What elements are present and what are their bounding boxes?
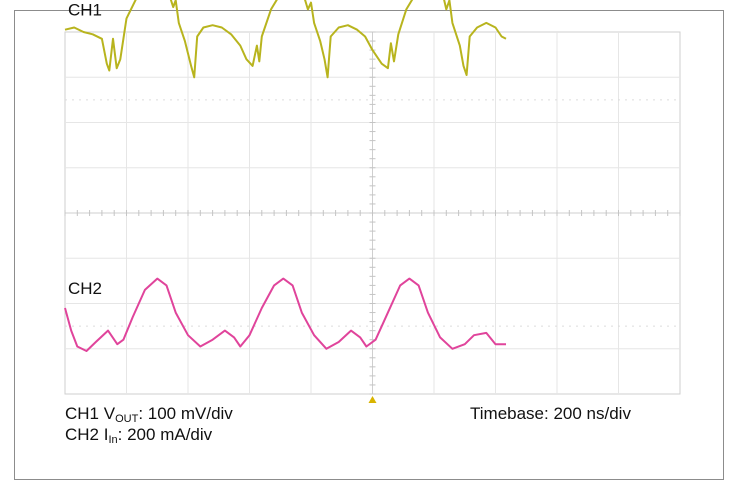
ch1-caption-prefix: CH1 V	[65, 404, 116, 423]
ch2-caption-prefix: CH2 I	[65, 425, 109, 444]
ch2-caption-suffix: : 200 mA/div	[117, 425, 213, 444]
ch1-scale-caption: CH1 VOUT: 100 mV/div	[65, 404, 233, 425]
ch1-caption-sub: OUT	[115, 413, 139, 425]
figure-frame	[14, 10, 724, 480]
channel-label-ch2: CH2	[68, 279, 102, 298]
ch2-scale-caption: CH2 IIn: 200 mA/div	[65, 425, 213, 446]
channel-label-ch1: CH1	[68, 1, 102, 20]
timebase-caption: Timebase: 200 ns/div	[470, 404, 631, 423]
ch1-caption-suffix: : 100 mV/div	[138, 404, 233, 423]
ch2-caption-sub: In	[108, 434, 118, 446]
trace-ch1	[64, 0, 507, 79]
trigger-marker	[368, 396, 377, 403]
trace-ch2	[64, 277, 506, 352]
